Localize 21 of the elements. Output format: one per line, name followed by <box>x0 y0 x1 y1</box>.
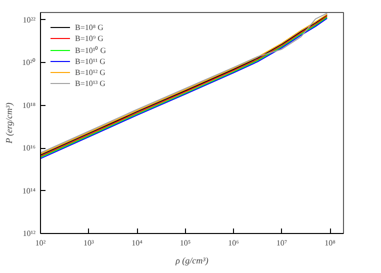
x-tick-label: 10³ <box>84 238 95 248</box>
y-tick-label: 10²⁰ <box>22 58 36 68</box>
y-tick-label: 10¹⁸ <box>22 100 36 110</box>
x-tick-label: 10⁵ <box>180 238 191 248</box>
y-tick-label: 10¹² <box>22 229 36 238</box>
y-axis-title: P (erg/cm³) <box>4 102 14 145</box>
x-tick-label: 10⁸ <box>324 238 336 248</box>
y-tick-label: 10¹⁶ <box>22 144 36 153</box>
x-tick-label: 10⁴ <box>132 238 143 248</box>
legend-label: B=10⁹ G <box>75 33 104 43</box>
x-axis-title: ρ (g/cm³) <box>174 256 208 266</box>
legend-label: B=10¹¹ G <box>75 56 106 66</box>
legend-label: B=10¹² G <box>75 67 106 77</box>
x-tick-label: 10⁷ <box>276 238 288 248</box>
legend-label: B=10⁸ G <box>75 22 104 32</box>
legend-label: B=10¹⁰ G <box>75 45 106 55</box>
x-tick-label: 10⁶ <box>228 238 240 248</box>
y-tick-label: 10²² <box>22 15 36 24</box>
legend-label: B=10¹³ G <box>75 78 106 88</box>
x-tick-label: 10² <box>35 238 46 248</box>
y-tick-label: 10¹⁴ <box>22 186 36 196</box>
